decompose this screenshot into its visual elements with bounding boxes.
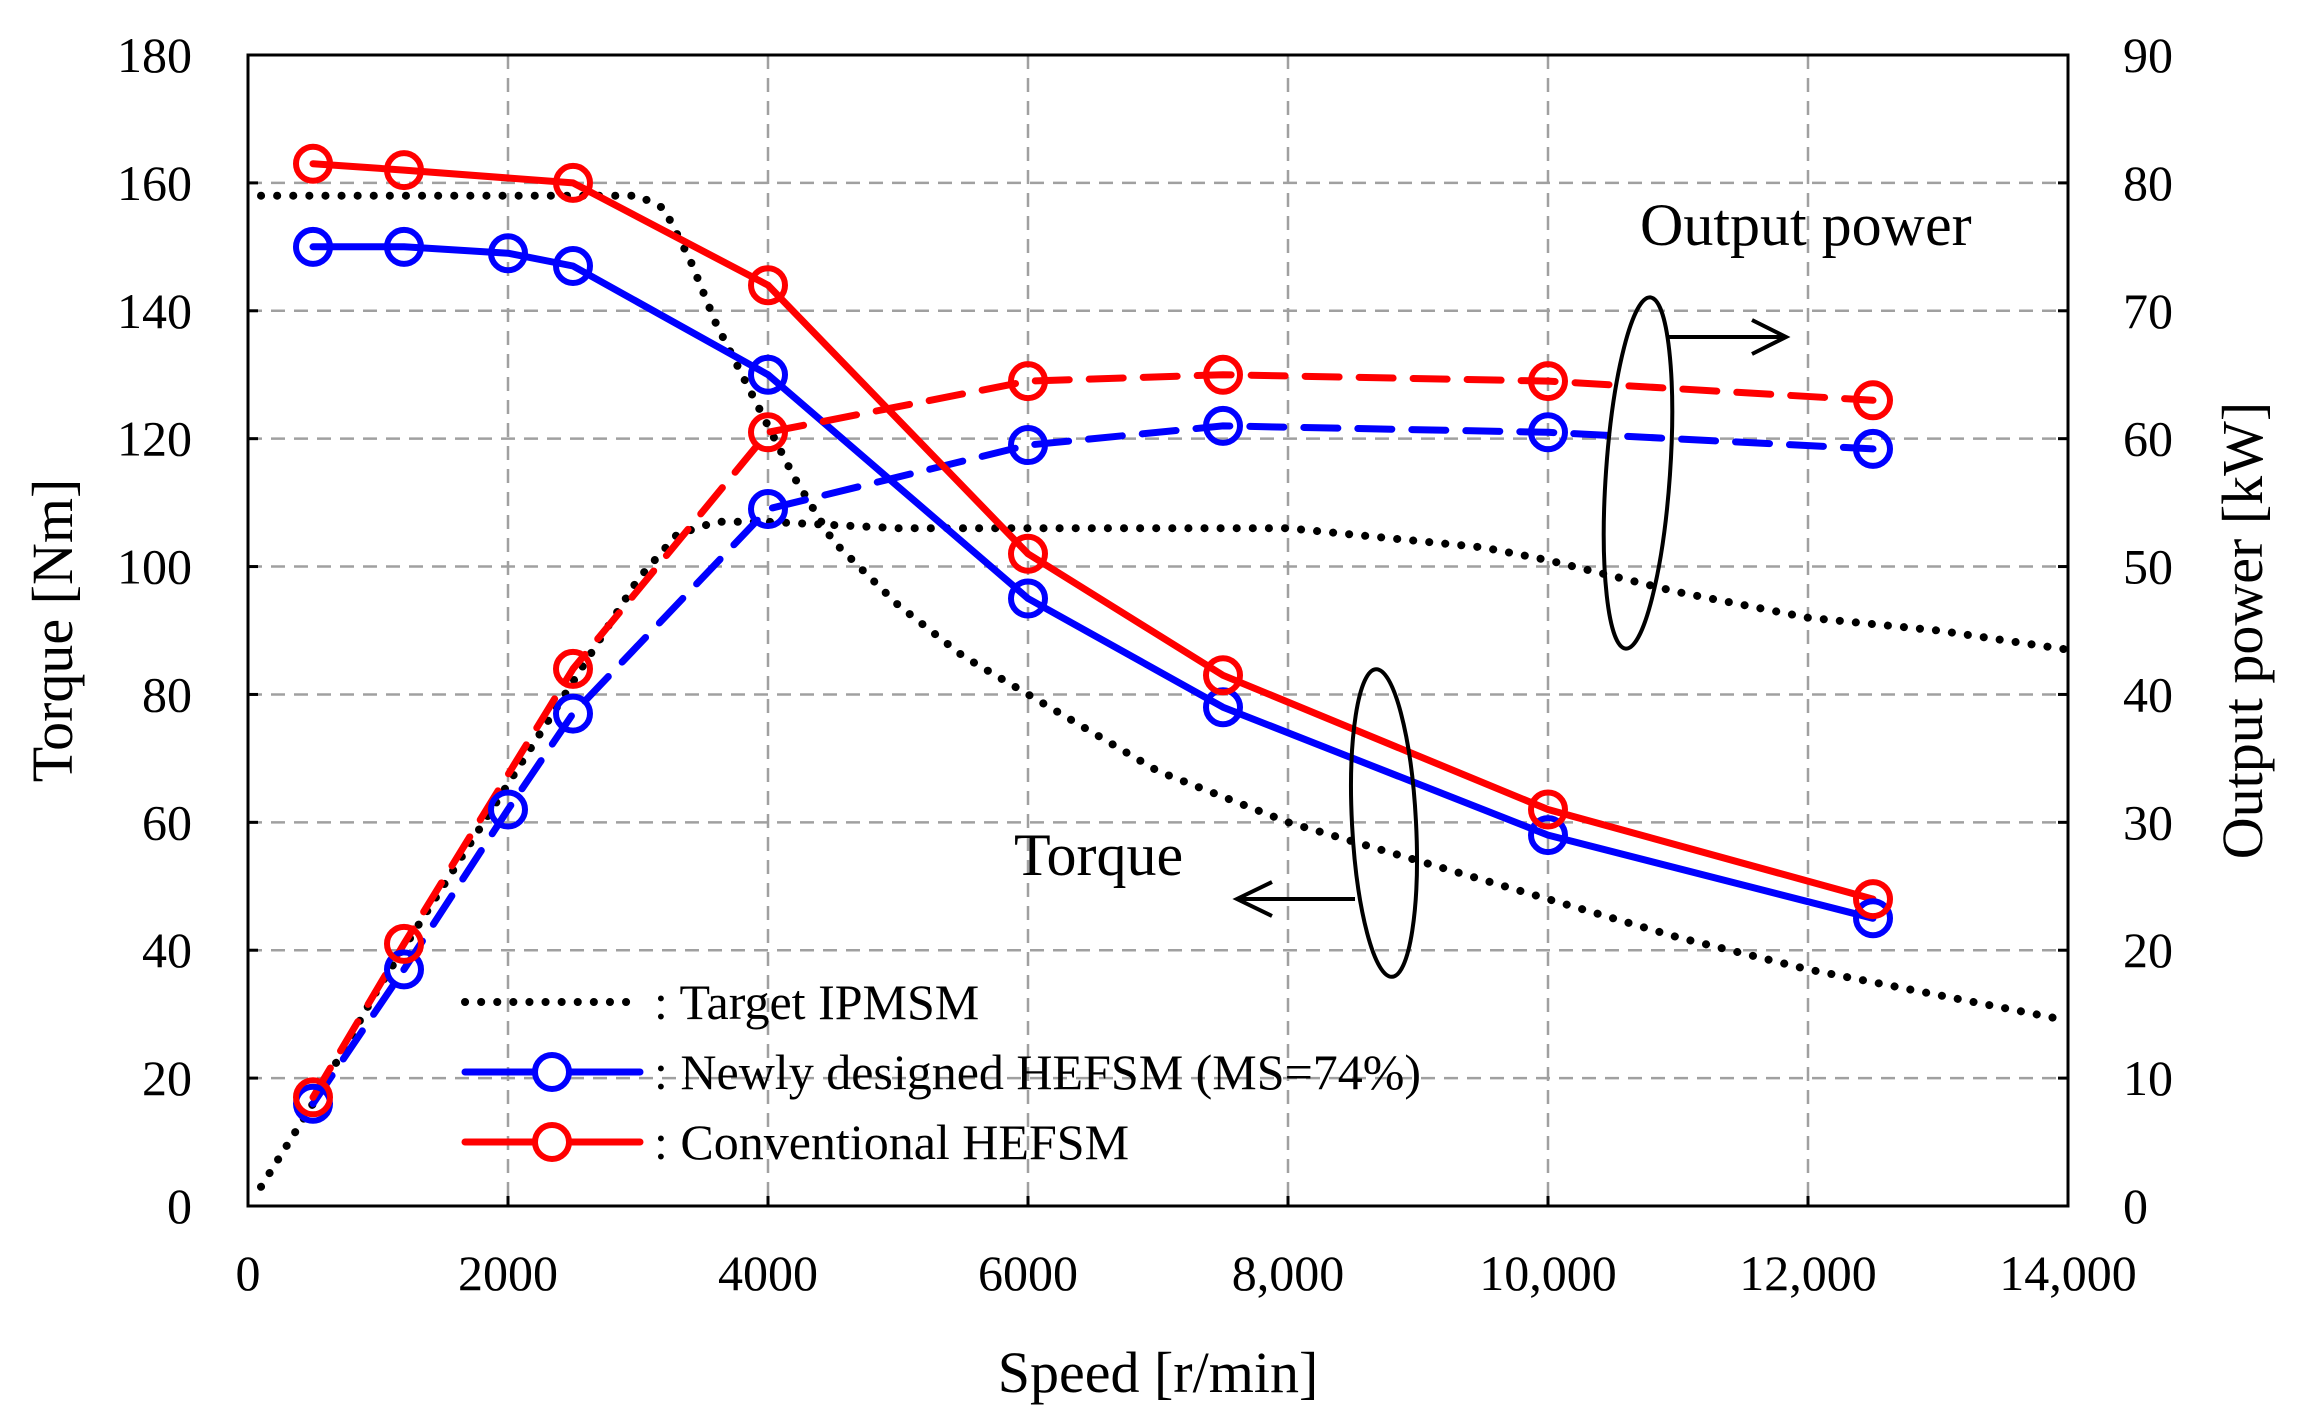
y-left-tick-label: 40 (142, 922, 192, 978)
y-left-tick-label: 100 (117, 539, 192, 595)
annotation-output-power: Output power (1640, 192, 1972, 258)
data-point-marker (553, 693, 593, 734)
y-right-tick-label: 10 (2123, 1050, 2173, 1106)
y-axis-left-title: Torque [Nm] (20, 479, 85, 783)
y-axis-right-title: Output power [kW] (2210, 402, 2275, 859)
data-point-marker (1203, 405, 1243, 446)
y-right-tick-label: 90 (2123, 27, 2173, 83)
y-right-tick-label: 30 (2123, 794, 2173, 850)
data-point-marker (293, 143, 333, 184)
series-layer (257, 143, 2072, 1191)
data-point-marker (748, 265, 788, 306)
y-right-tick-label: 60 (2123, 411, 2173, 467)
y-right-tick-label: 20 (2123, 922, 2173, 978)
data-point-marker (1008, 425, 1048, 466)
data-point-marker (1528, 361, 1568, 402)
x-tick-label: 10,000 (1479, 1245, 1617, 1301)
plot-area-frame (246, 53, 2070, 1208)
series-line-newly-designed-hefsm-ms-74-output-power (309, 422, 1877, 1108)
data-point-marker (1528, 412, 1568, 453)
data-point-marker (1008, 361, 1048, 402)
y-right-tick-label: 70 (2123, 283, 2173, 339)
x-axis-title: Speed [r/min] (998, 1340, 1319, 1405)
data-point-marker (748, 412, 788, 453)
y-left-tick-label: 20 (142, 1050, 192, 1106)
data-point-marker (488, 789, 528, 830)
power-arrow-head (1751, 318, 1791, 356)
annotation-torque: Torque (1014, 822, 1183, 888)
y-left-tick-label: 0 (167, 1178, 192, 1234)
x-tick-label: 8,000 (1232, 1245, 1345, 1301)
data-point-marker (1528, 789, 1568, 830)
data-point-marker (553, 162, 593, 203)
data-point-marker (748, 489, 788, 530)
data-point-marker (384, 226, 424, 267)
data-point-marker (748, 354, 788, 395)
x-tick-label: 4000 (718, 1245, 818, 1301)
torque-arrow-head (1232, 880, 1273, 918)
series-line-newly-designed-hefsm-ms-74-torque (309, 243, 1877, 922)
series-line-conventional-hefsm-torque (309, 160, 1877, 903)
series-line-target-ipmsm-output-power (257, 517, 2072, 1191)
legend-swatch-marker (532, 1122, 572, 1162)
data-point-marker (488, 233, 528, 274)
y-right-tick-label: 80 (2123, 155, 2173, 211)
data-point-marker (1008, 578, 1048, 619)
data-point-marker (1203, 655, 1243, 696)
y-right-tick-label: 50 (2123, 539, 2173, 595)
data-point-marker (1853, 898, 1893, 939)
legend-label: : Target IPMSM (654, 974, 979, 1030)
data-point-marker (293, 226, 333, 267)
data-point-marker (1853, 879, 1893, 920)
ticks: 0 2000 4000 6000 8,000 10,000 12,000 14,000 0 20 4… (117, 27, 2173, 1301)
legend-label: : Newly designed HEFSM (MS=74%) (654, 1044, 1421, 1100)
legend: : Target IPMSM : Newly designed HEFSM (MS… (461, 974, 1421, 1170)
y-right-tick-label: 0 (2123, 1178, 2148, 1234)
data-point-marker (1203, 687, 1243, 728)
series-line-conventional-hefsm-output-power (309, 371, 1877, 1101)
legend-swatch-marker (532, 1052, 572, 1092)
data-point-marker (1528, 815, 1568, 856)
data-point-marker (1853, 380, 1893, 421)
data-point-marker (1203, 354, 1243, 395)
data-point-marker (553, 648, 593, 689)
x-tick-label: 2000 (458, 1245, 558, 1301)
data-point-marker (1008, 533, 1048, 574)
legend-label: : Conventional HEFSM (654, 1114, 1129, 1170)
data-point-marker (1853, 428, 1893, 469)
power-curves-loop (1601, 295, 1675, 651)
data-point-marker (384, 150, 424, 191)
torque-curves-loop (1349, 667, 1419, 979)
x-tick-label: 0 (236, 1245, 261, 1301)
data-point-marker (384, 923, 424, 964)
y-right-tick-label: 40 (2123, 666, 2173, 722)
y-left-tick-label: 60 (142, 794, 192, 850)
y-left-tick-label: 160 (117, 155, 192, 211)
annotations: Output power Torque (1014, 192, 1972, 979)
x-tick-label: 12,000 (1739, 1245, 1877, 1301)
data-point-marker (553, 246, 593, 287)
y-left-tick-label: 120 (117, 411, 192, 467)
data-point-marker (293, 1077, 333, 1118)
x-tick-label: 6000 (978, 1245, 1078, 1301)
y-left-tick-label: 80 (142, 666, 192, 722)
y-left-tick-label: 140 (117, 283, 192, 339)
data-point-marker (384, 949, 424, 990)
y-left-tick-label: 180 (117, 27, 192, 83)
x-tick-label: 14,000 (1999, 1245, 2137, 1301)
series-line-target-ipmsm-torque (257, 191, 2072, 1025)
